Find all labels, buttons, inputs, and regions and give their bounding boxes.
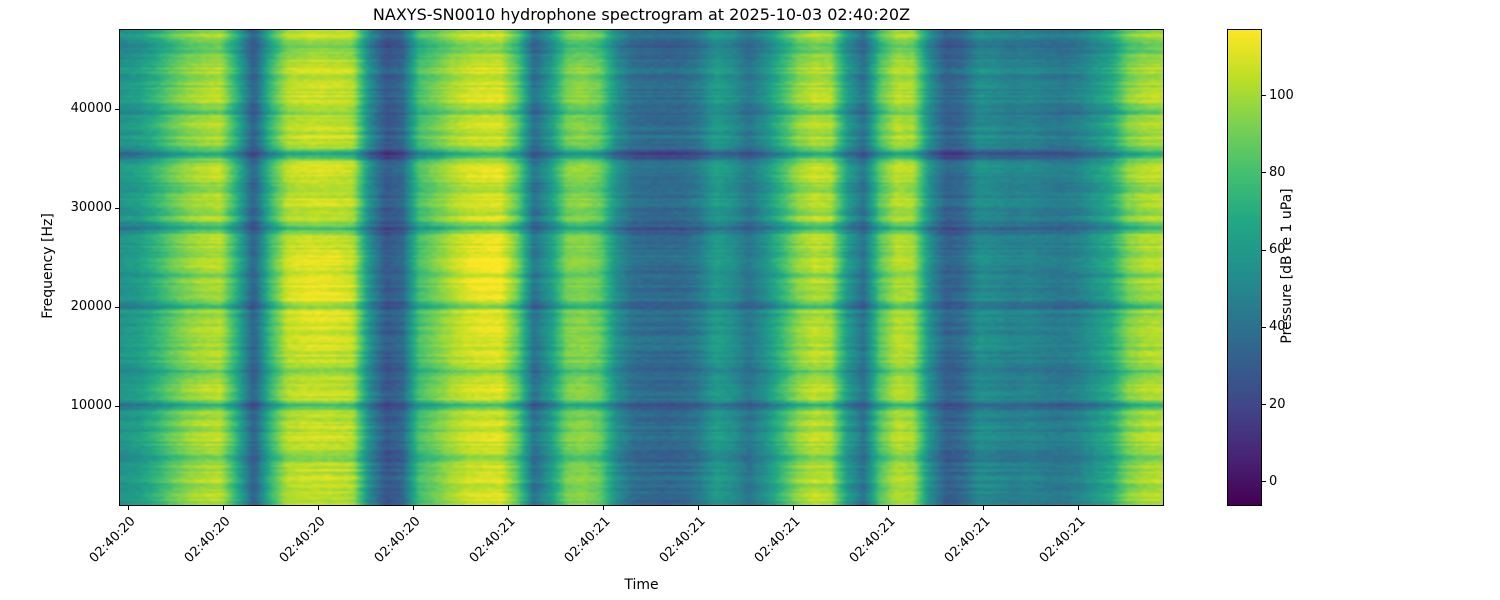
- x-tick-mark: [127, 506, 129, 510]
- colorbar-tick-mark: [1262, 404, 1266, 406]
- x-tick-mark: [982, 506, 984, 510]
- y-tick-mark: [115, 207, 119, 209]
- x-tick-mark: [412, 506, 414, 510]
- colorbar: [1227, 29, 1262, 506]
- x-tick-mark: [317, 506, 319, 510]
- colorbar-tick-mark: [1262, 249, 1266, 251]
- colorbar-tick-mark: [1262, 481, 1266, 483]
- y-axis-label: Frequency [Hz]: [40, 213, 56, 319]
- x-tick-mark: [602, 506, 604, 510]
- y-tick-mark: [115, 405, 119, 407]
- colorbar-tick-label: 100: [1269, 87, 1294, 103]
- x-tick-mark: [222, 506, 224, 510]
- y-tick-label: 40000: [70, 101, 112, 117]
- colorbar-tick-mark: [1262, 326, 1266, 328]
- colorbar-tick-mark: [1262, 95, 1266, 97]
- x-tick-mark: [697, 506, 699, 510]
- y-tick-label: 10000: [70, 398, 112, 414]
- x-tick-mark: [507, 506, 509, 510]
- colorbar-tick-mark: [1262, 172, 1266, 174]
- colorbar-tick-label: 80: [1269, 164, 1286, 180]
- x-axis-label: Time: [624, 577, 659, 593]
- colorbar-gradient-canvas: [1228, 30, 1261, 505]
- y-tick-label: 20000: [70, 299, 112, 315]
- colorbar-tick-label: 60: [1269, 242, 1286, 258]
- y-tick-mark: [115, 306, 119, 308]
- colorbar-tick-label: 20: [1269, 396, 1286, 412]
- colorbar-label: Pressure [dB re 1 uPa]: [1279, 188, 1295, 344]
- plot-area: [119, 29, 1164, 506]
- chart-title: NAXYS-SN0010 hydrophone spectrogram at 2…: [372, 5, 911, 24]
- x-tick-mark: [792, 506, 794, 510]
- x-tick-mark: [887, 506, 889, 510]
- x-tick-mark: [1077, 506, 1079, 510]
- colorbar-tick-label: 0: [1269, 473, 1278, 489]
- spectrogram-heatmap-canvas: [120, 30, 1163, 505]
- colorbar-tick-label: 40: [1269, 319, 1286, 335]
- y-tick-label: 30000: [70, 200, 112, 216]
- y-tick-mark: [115, 108, 119, 110]
